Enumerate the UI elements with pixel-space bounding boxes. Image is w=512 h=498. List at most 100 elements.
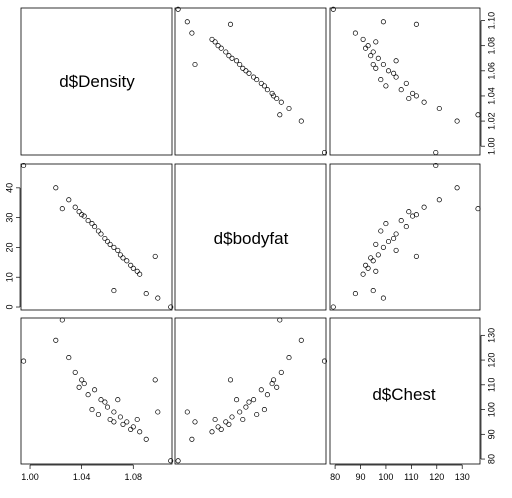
right-tick-label-2-0: 80: [486, 454, 496, 464]
point-1-2-29: [378, 228, 384, 234]
point-1-2-9: [421, 204, 427, 210]
point-1-2-15: [375, 252, 381, 258]
point-2-1-6: [189, 436, 195, 442]
point-0-2-28: [373, 39, 379, 45]
point-2-1-2: [184, 409, 190, 415]
point-1-0-1: [21, 162, 27, 169]
point-2-1-19: [264, 392, 270, 398]
point-0-2-25: [406, 95, 412, 102]
point-1-2-3: [475, 206, 481, 212]
point-0-2-19: [398, 87, 404, 93]
point-1-0-4: [111, 288, 117, 294]
point-1-0-0: [168, 304, 174, 310]
point-2-1-22: [240, 416, 246, 423]
point-0-1-0: [175, 6, 181, 12]
point-1-0-16: [124, 258, 130, 264]
point-2-1-16: [223, 419, 229, 425]
point-1-2-6: [352, 291, 358, 297]
point-2-1-17: [215, 424, 221, 430]
bottom-tick-label-2-4: 120: [429, 472, 444, 482]
point-0-1-12: [251, 74, 257, 80]
panel-frame-1-2: [329, 163, 481, 311]
point-2-1-28: [212, 416, 218, 423]
point-0-2-15: [375, 55, 381, 61]
point-1-2-7: [454, 185, 460, 191]
point-0-1-13: [243, 68, 249, 74]
bottom-tick-label-2-5: 130: [455, 472, 470, 482]
point-1-0-14: [111, 244, 117, 250]
matrix-axes: 1.00 1.04 1.08 80 90 100 110 120 1301.001.021.04…: [4, 12, 496, 482]
point-2-0-19: [85, 392, 91, 398]
point-1-0-25: [76, 209, 82, 215]
point-2-1-3: [277, 317, 283, 323]
bottom-tick-label-2-0: 80: [330, 472, 340, 482]
point-0-1-5: [227, 21, 234, 27]
point-2-0-23: [120, 421, 126, 427]
point-1-0-23: [120, 255, 126, 261]
point-0-1-17: [215, 43, 221, 49]
point-2-1-27: [234, 397, 240, 403]
left-tick-label-1-1: 10: [4, 272, 14, 282]
point-0-1-9: [278, 99, 284, 105]
point-0-1-7: [298, 118, 304, 124]
point-0-2-20: [413, 93, 419, 99]
point-1-0-17: [130, 265, 136, 271]
point-1-0-22: [107, 241, 113, 247]
point-1-0-19: [85, 218, 91, 224]
point-0-2-6: [352, 30, 358, 36]
point-0-1-26: [261, 83, 267, 89]
point-2-0-29: [95, 411, 101, 418]
point-1-0-26: [89, 221, 95, 227]
panel-frame-0-1: [174, 7, 327, 156]
panel-frame-0-0: [20, 7, 173, 156]
point-0-1-11: [258, 80, 264, 86]
point-2-1-13: [243, 404, 249, 410]
bottom-tick-label-2-1: 90: [356, 472, 366, 482]
point-1-0-18: [137, 271, 143, 277]
point-0-2-22: [373, 65, 379, 71]
point-2-0-24: [128, 426, 134, 432]
point-2-0-6: [143, 436, 149, 442]
point-1-2-11: [403, 224, 409, 230]
point-2-0-7: [53, 337, 59, 343]
point-1-2-1: [433, 162, 439, 169]
point-0-2-17: [365, 43, 371, 49]
point-0-2-0: [330, 6, 336, 12]
right-tick-label-2-2: 100: [486, 402, 496, 417]
point-2-1-25: [274, 384, 280, 390]
point-1-0-9: [72, 204, 78, 210]
point-2-0-2: [155, 409, 161, 415]
point-1-0-11: [92, 224, 98, 230]
panel-frame-1-1: [174, 163, 327, 311]
bottom-tick-label-2-2: 100: [378, 472, 393, 482]
point-0-2-26: [383, 83, 389, 89]
point-1-0-10: [81, 213, 87, 219]
point-2-1-18: [209, 429, 215, 435]
point-0-1-19: [264, 87, 270, 93]
point-2-1-15: [229, 414, 235, 420]
point-1-2-16: [370, 258, 376, 264]
diagonal-labels: d$Density d$bodyfat d$Chest: [59, 72, 436, 404]
point-0-1-8: [286, 105, 292, 112]
point-1-0-20: [79, 212, 85, 218]
point-2-0-3: [59, 317, 65, 323]
point-2-0-15: [117, 414, 123, 420]
diag-label-density: d$Density: [59, 72, 135, 91]
point-0-2-10: [410, 90, 416, 96]
panel-frame-2-1: [174, 317, 327, 465]
right-tick-label-0-2: 1.04: [486, 87, 496, 105]
point-1-0-12: [98, 231, 104, 237]
point-1-0-8: [66, 197, 72, 203]
point-2-0-1: [21, 358, 27, 364]
point-1-2-27: [393, 247, 399, 253]
left-tick-label-1-3: 30: [4, 213, 14, 223]
point-2-1-14: [237, 409, 243, 415]
point-1-0-3: [59, 206, 65, 212]
left-tick-label-1-2: 20: [4, 242, 14, 252]
data-points: [21, 6, 481, 464]
right-tick-label-0-4: 1.08: [486, 37, 496, 55]
point-2-0-22: [107, 416, 113, 423]
point-2-0-14: [111, 409, 117, 415]
point-2-1-23: [226, 421, 232, 427]
